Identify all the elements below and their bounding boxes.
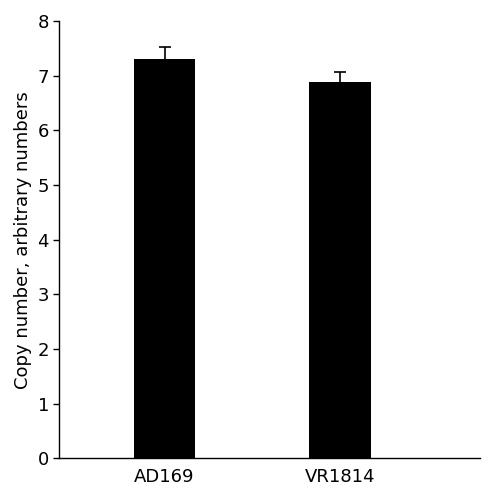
Bar <box>134 59 195 458</box>
Y-axis label: Copy number, arbitrary numbers: Copy number, arbitrary numbers <box>14 91 32 388</box>
Bar <box>309 82 370 458</box>
